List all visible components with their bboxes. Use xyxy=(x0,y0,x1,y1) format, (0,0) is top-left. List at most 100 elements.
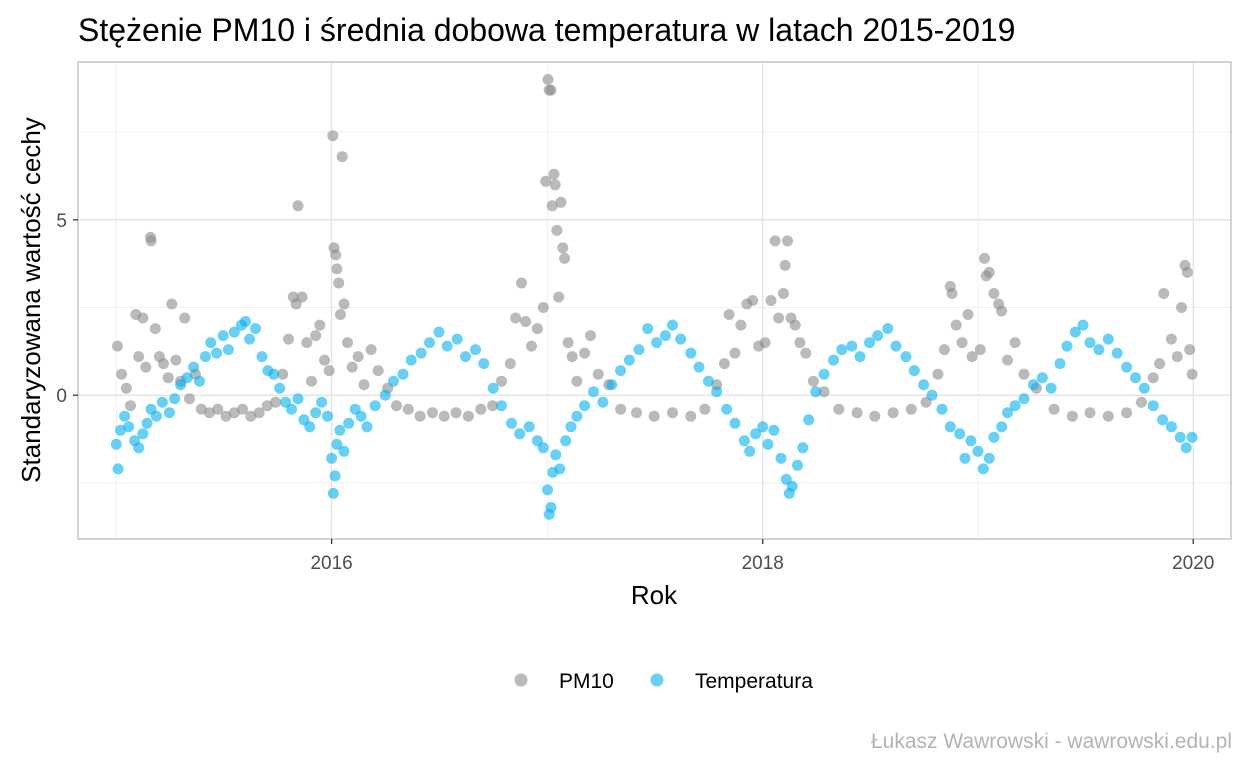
point-pm10-59 xyxy=(414,410,426,422)
point-temperatura-20 xyxy=(211,347,223,359)
point-temperatura-53 xyxy=(397,368,409,380)
point-temperatura-63 xyxy=(487,382,499,394)
point-temperatura-132 xyxy=(988,431,1000,443)
point-temperatura-13 xyxy=(169,393,181,405)
point-pm10-107 xyxy=(759,337,771,349)
point-pm10-86 xyxy=(562,337,574,349)
point-pm10-145 xyxy=(1048,403,1060,415)
point-temperatura-39 xyxy=(322,410,333,422)
point-pm10-22 xyxy=(212,403,224,415)
point-pm10-39 xyxy=(314,319,326,331)
point-pm10-3 xyxy=(125,400,136,412)
point-pm10-103 xyxy=(735,319,747,331)
point-temperatura-83 xyxy=(615,365,627,377)
point-temperatura-19 xyxy=(205,337,217,349)
point-pm10-79 xyxy=(548,168,560,180)
point-temperatura-116 xyxy=(864,337,875,349)
point-pm10-156 xyxy=(1176,302,1187,313)
point-pm10-133 xyxy=(966,351,978,363)
point-temperatura-80 xyxy=(588,386,599,398)
point-pm10-141 xyxy=(1002,354,1013,366)
point-temperatura-43 xyxy=(331,438,343,450)
point-pm10-53 xyxy=(358,379,370,391)
point-temperatura-151 xyxy=(1147,400,1159,412)
point-temperatura-112 xyxy=(828,354,839,366)
point-pm10-132 xyxy=(962,309,974,320)
point-temperatura-62 xyxy=(478,358,490,370)
point-pm10-12 xyxy=(158,358,169,370)
point-temperatura-135 xyxy=(1009,400,1021,412)
point-pm10-9 xyxy=(145,235,157,247)
point-pm10-122 xyxy=(869,410,881,422)
point-temperatura-139 xyxy=(1045,382,1057,394)
point-temperatura-78 xyxy=(571,410,583,422)
point-temperatura-88 xyxy=(659,330,671,342)
point-pm10-80 xyxy=(549,179,561,191)
point-temperatura-22 xyxy=(222,344,234,356)
point-temperatura-81 xyxy=(597,396,609,408)
point-temperatura-101 xyxy=(762,438,774,450)
point-temperatura-122 xyxy=(918,379,930,391)
point-pm10-14 xyxy=(166,298,178,310)
y-axis-title: Standaryzowana wartość cechy xyxy=(16,117,46,483)
point-pm10-25 xyxy=(237,403,248,415)
point-pm10-26 xyxy=(245,410,257,422)
y-axis: 05 xyxy=(56,211,78,407)
point-pm10-50 xyxy=(342,337,353,349)
point-pm10-7 xyxy=(140,361,152,373)
point-pm10-61 xyxy=(438,410,450,422)
point-temperatura-69 xyxy=(537,442,549,454)
point-pm10-74 xyxy=(540,175,552,187)
point-temperatura-96 xyxy=(729,417,741,429)
point-pm10-109 xyxy=(769,235,781,247)
legend-key-pm10 xyxy=(514,673,528,687)
point-pm10-112 xyxy=(779,259,791,271)
point-temperatura-7 xyxy=(137,428,149,440)
point-temperatura-82 xyxy=(606,379,618,391)
point-pm10-15 xyxy=(170,354,182,366)
point-temperatura-21 xyxy=(217,330,229,342)
point-temperatura-50 xyxy=(369,400,381,412)
point-temperatura-52 xyxy=(388,375,399,387)
point-temperatura-1 xyxy=(112,463,124,475)
point-pm10-17 xyxy=(179,312,191,324)
point-pm10-49 xyxy=(338,298,350,310)
point-temperatura-45 xyxy=(338,445,350,457)
chart-caption: Łukasz Wawrowski - wawrowski.edu.pl xyxy=(871,730,1232,753)
point-temperatura-25 xyxy=(240,316,251,327)
point-temperatura-48 xyxy=(355,410,367,422)
point-temperatura-119 xyxy=(890,340,902,352)
point-pm10-97 xyxy=(685,410,697,422)
point-temperatura-145 xyxy=(1093,344,1105,356)
point-pm10-110 xyxy=(773,312,785,324)
point-pm10-102 xyxy=(729,347,741,359)
legend-label-pm10: PM10 xyxy=(559,670,614,693)
point-temperatura-147 xyxy=(1111,347,1123,359)
point-temperatura-64 xyxy=(496,400,507,412)
point-pm10-91 xyxy=(592,368,604,380)
point-pm10-41 xyxy=(323,365,335,377)
point-temperatura-54 xyxy=(405,354,417,366)
point-pm10-57 xyxy=(391,400,402,412)
point-pm10-45 xyxy=(331,263,343,275)
point-pm10-20 xyxy=(195,403,207,415)
point-temperatura-18 xyxy=(199,351,211,363)
point-pm10-27 xyxy=(253,407,265,419)
point-pm10-66 xyxy=(496,375,507,387)
point-temperatura-137 xyxy=(1027,379,1039,391)
point-temperatura-129 xyxy=(972,445,984,457)
point-pm10-94 xyxy=(631,407,642,419)
point-pm10-70 xyxy=(520,316,532,327)
point-temperatura-128 xyxy=(965,435,977,447)
point-pm10-143 xyxy=(1018,368,1030,380)
point-temperatura-65 xyxy=(506,417,517,429)
point-temperatura-118 xyxy=(882,323,894,335)
point-temperatura-154 xyxy=(1174,431,1186,443)
point-pm10-64 xyxy=(475,403,487,415)
point-pm10-146 xyxy=(1066,410,1078,422)
x-tick-label-0: 2016 xyxy=(310,553,352,574)
point-temperatura-37 xyxy=(310,407,322,419)
point-temperatura-121 xyxy=(908,365,920,377)
point-pm10-116 xyxy=(794,337,806,349)
